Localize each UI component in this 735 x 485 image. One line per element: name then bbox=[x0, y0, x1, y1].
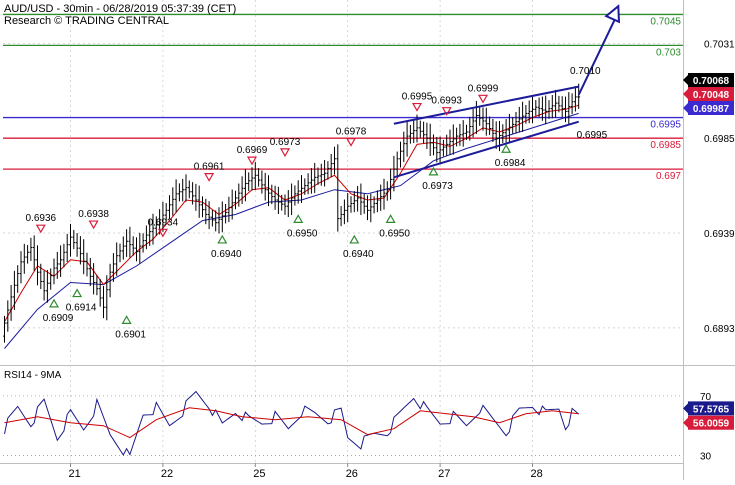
level-label: 0.6995 bbox=[650, 120, 681, 131]
price-annotation: 0.7010 bbox=[570, 66, 601, 77]
price-axis-tick-label: 0.6893 bbox=[704, 324, 735, 335]
swing-low-label: 0.6940 bbox=[211, 249, 242, 260]
price-axis-tick-label: 0.7031 bbox=[704, 39, 735, 50]
rsi-axis-tick-label: 30 bbox=[700, 452, 712, 463]
swing-high-label: 0.6993 bbox=[431, 96, 462, 107]
price-badge-label: 0.70068 bbox=[693, 76, 730, 87]
swing-low-label: 0.6973 bbox=[422, 181, 453, 192]
time-axis-tick-label: 25 bbox=[253, 468, 265, 480]
swing-high-label: 0.6938 bbox=[78, 209, 109, 220]
swing-high-label: 0.6973 bbox=[270, 137, 301, 148]
time-axis-tick-label: 21 bbox=[69, 468, 81, 480]
level-label: 0.703 bbox=[656, 47, 681, 58]
level-label: 0.7045 bbox=[650, 16, 681, 27]
time-axis-tick-label: 28 bbox=[531, 468, 543, 480]
rsi-badge-label: 56.0059 bbox=[693, 419, 730, 430]
swing-high-label: 0.6934 bbox=[148, 217, 179, 228]
swing-low-label: 0.6940 bbox=[343, 249, 374, 260]
time-axis-tick-label: 27 bbox=[438, 468, 450, 480]
price-badge-label: 0.70048 bbox=[693, 90, 730, 101]
swing-high-label: 0.6999 bbox=[468, 83, 499, 94]
swing-low-label: 0.6950 bbox=[287, 228, 318, 239]
price-axis-tick-label: 0.6985 bbox=[704, 134, 735, 145]
time-axis-tick-label: 26 bbox=[346, 468, 358, 480]
rsi-title: RSI14 - 9MA bbox=[4, 370, 62, 381]
price-axis-tick-label: 0.6939 bbox=[704, 229, 735, 240]
swing-high-label: 0.6978 bbox=[336, 127, 367, 138]
swing-low-label: 0.6914 bbox=[66, 303, 97, 314]
swing-low-label: 0.6909 bbox=[43, 313, 74, 324]
swing-high-label: 0.6961 bbox=[194, 162, 225, 173]
price-annotation: 0.6995 bbox=[577, 130, 608, 141]
chart-subtitle: Research © TRADING CENTRAL bbox=[4, 15, 169, 27]
swing-high-label: 0.6995 bbox=[402, 92, 433, 103]
rsi-axis-tick-label: 70 bbox=[700, 392, 712, 403]
time-axis-tick-label: 22 bbox=[161, 468, 173, 480]
swing-low-label: 0.6984 bbox=[495, 158, 526, 169]
swing-high-label: 0.6936 bbox=[26, 213, 57, 224]
chart-title: AUD/USD - 30min - 06/28/2019 05:37:39 (C… bbox=[4, 3, 236, 15]
rsi-badge-label: 57.5765 bbox=[693, 404, 730, 415]
price-badge-label: 0.69987 bbox=[693, 104, 730, 115]
level-label: 0.6985 bbox=[650, 140, 681, 151]
swing-high-label: 0.6969 bbox=[237, 145, 268, 156]
swing-low-label: 0.6901 bbox=[115, 329, 146, 340]
level-label: 0.697 bbox=[656, 171, 681, 182]
swing-low-label: 0.6950 bbox=[379, 228, 410, 239]
